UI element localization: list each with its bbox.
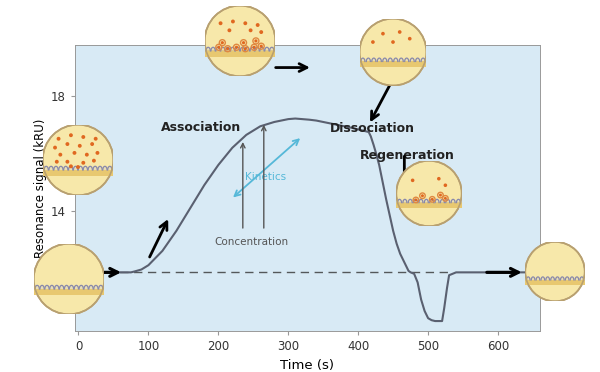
Circle shape [205,6,275,76]
Circle shape [444,197,447,200]
Circle shape [34,244,104,314]
Circle shape [408,37,412,41]
Circle shape [221,41,224,44]
Circle shape [94,137,98,141]
Bar [396,202,462,208]
Circle shape [226,47,229,50]
Circle shape [525,242,585,301]
Bar [43,170,113,176]
Y-axis label: Resonance signal (kRU): Resonance signal (kRU) [34,118,47,257]
Circle shape [85,153,89,157]
Circle shape [244,21,247,25]
Bar [205,51,275,57]
Circle shape [231,20,235,23]
Circle shape [254,39,257,42]
Bar [34,286,104,289]
Text: Concentration: Concentration [215,237,289,247]
Circle shape [69,164,73,168]
Circle shape [421,194,424,197]
Circle shape [371,40,375,44]
Bar [205,48,275,51]
Circle shape [359,19,427,86]
Circle shape [248,28,253,32]
Circle shape [431,198,434,201]
Bar [359,61,427,67]
Text: Association: Association [161,121,241,134]
Circle shape [58,153,62,157]
Circle shape [69,133,73,137]
Circle shape [65,142,70,146]
Circle shape [53,146,57,150]
Circle shape [381,32,385,35]
Circle shape [391,40,395,44]
Circle shape [253,46,256,49]
Circle shape [242,41,245,44]
X-axis label: Time (s): Time (s) [281,359,335,372]
Circle shape [73,151,76,155]
Circle shape [78,144,82,148]
Circle shape [76,165,80,169]
Circle shape [227,28,232,32]
Text: Kinetics: Kinetics [245,172,286,182]
Circle shape [398,30,401,34]
Bar [43,167,113,170]
Circle shape [437,177,440,180]
Circle shape [56,137,61,141]
Circle shape [82,161,85,165]
Circle shape [90,142,94,146]
Circle shape [411,179,415,182]
Circle shape [95,151,100,155]
Circle shape [82,135,85,139]
Bar [34,289,104,295]
Circle shape [260,45,263,48]
Circle shape [217,46,220,49]
Bar [359,59,427,61]
Bar [525,278,585,280]
Circle shape [443,183,447,187]
Circle shape [92,159,96,163]
Circle shape [43,125,113,195]
Circle shape [396,161,462,226]
Bar [525,280,585,285]
Text: Dissociation: Dissociation [330,122,415,135]
Bar [396,200,462,203]
Circle shape [439,193,442,196]
Circle shape [218,21,223,25]
Circle shape [55,160,59,164]
Circle shape [235,46,238,49]
Circle shape [244,47,247,50]
Circle shape [65,160,70,164]
Circle shape [256,23,260,27]
Circle shape [415,199,418,202]
Text: Regeneration: Regeneration [360,149,455,162]
Circle shape [259,30,263,34]
